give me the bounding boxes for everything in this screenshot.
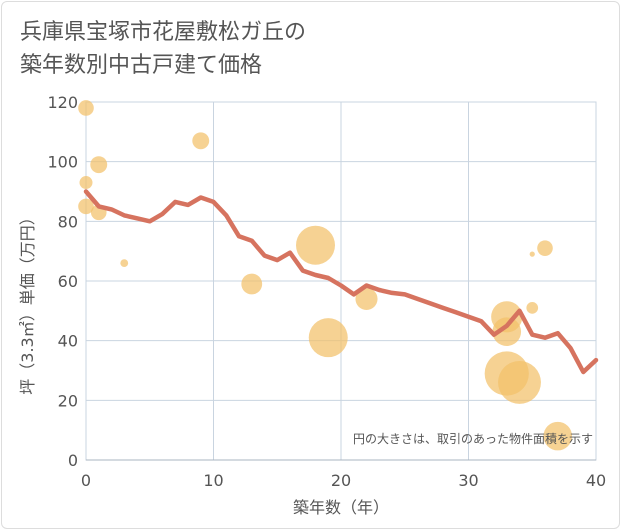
chart-title: 兵庫県宝塚市花屋敷松ガ丘の 築年数別中古戸建て価格 xyxy=(20,16,306,82)
data-bubble xyxy=(296,225,335,265)
data-bubble xyxy=(492,317,522,347)
y-tick-label: 80 xyxy=(58,212,78,231)
bubble-series xyxy=(78,100,573,451)
x-tick-label: 30 xyxy=(458,471,478,490)
data-bubble xyxy=(537,240,553,256)
data-bubble xyxy=(78,100,94,116)
data-bubble xyxy=(78,198,94,215)
data-bubble xyxy=(526,302,539,314)
y-tick-label: 60 xyxy=(58,272,78,291)
average-line-series xyxy=(83,189,599,375)
data-bubble xyxy=(543,421,573,451)
axes: 0 20 40 60 80 100 120 0 10 20 30 40 xyxy=(47,93,606,490)
y-tick-label: 120 xyxy=(47,93,78,112)
y-axis-label: 坪（3.3㎡）単価（万円） xyxy=(18,209,37,394)
data-bubble xyxy=(79,176,93,190)
data-bubble xyxy=(498,360,541,404)
chart-title-line-2: 築年数別中古戸建て価格 xyxy=(20,53,263,78)
data-bubble xyxy=(308,318,348,358)
x-tick-label: 10 xyxy=(203,471,223,490)
data-bubble xyxy=(120,259,129,267)
chart-title-line-1: 兵庫県宝塚市花屋敷松ガ丘の xyxy=(20,20,307,45)
x-tick-label: 40 xyxy=(586,471,606,490)
bubble-size-note: 円の大きさは、取引のあった物件面積を示す xyxy=(353,431,593,446)
data-bubble xyxy=(241,273,263,295)
data-bubble xyxy=(90,156,108,174)
x-tick-label: 20 xyxy=(331,471,351,490)
average-price-line xyxy=(83,189,599,375)
grid-lines xyxy=(85,101,597,461)
y-tick-label: 100 xyxy=(47,153,78,172)
y-tick-label: 0 xyxy=(68,451,78,470)
x-axis-label: 築年数（年） xyxy=(293,498,389,517)
y-tick-label: 40 xyxy=(58,332,78,351)
data-bubble xyxy=(529,251,535,257)
x-tick-label: 0 xyxy=(81,471,91,490)
data-bubble xyxy=(192,132,210,150)
data-bubble xyxy=(355,287,378,310)
y-tick-label: 20 xyxy=(58,391,78,410)
